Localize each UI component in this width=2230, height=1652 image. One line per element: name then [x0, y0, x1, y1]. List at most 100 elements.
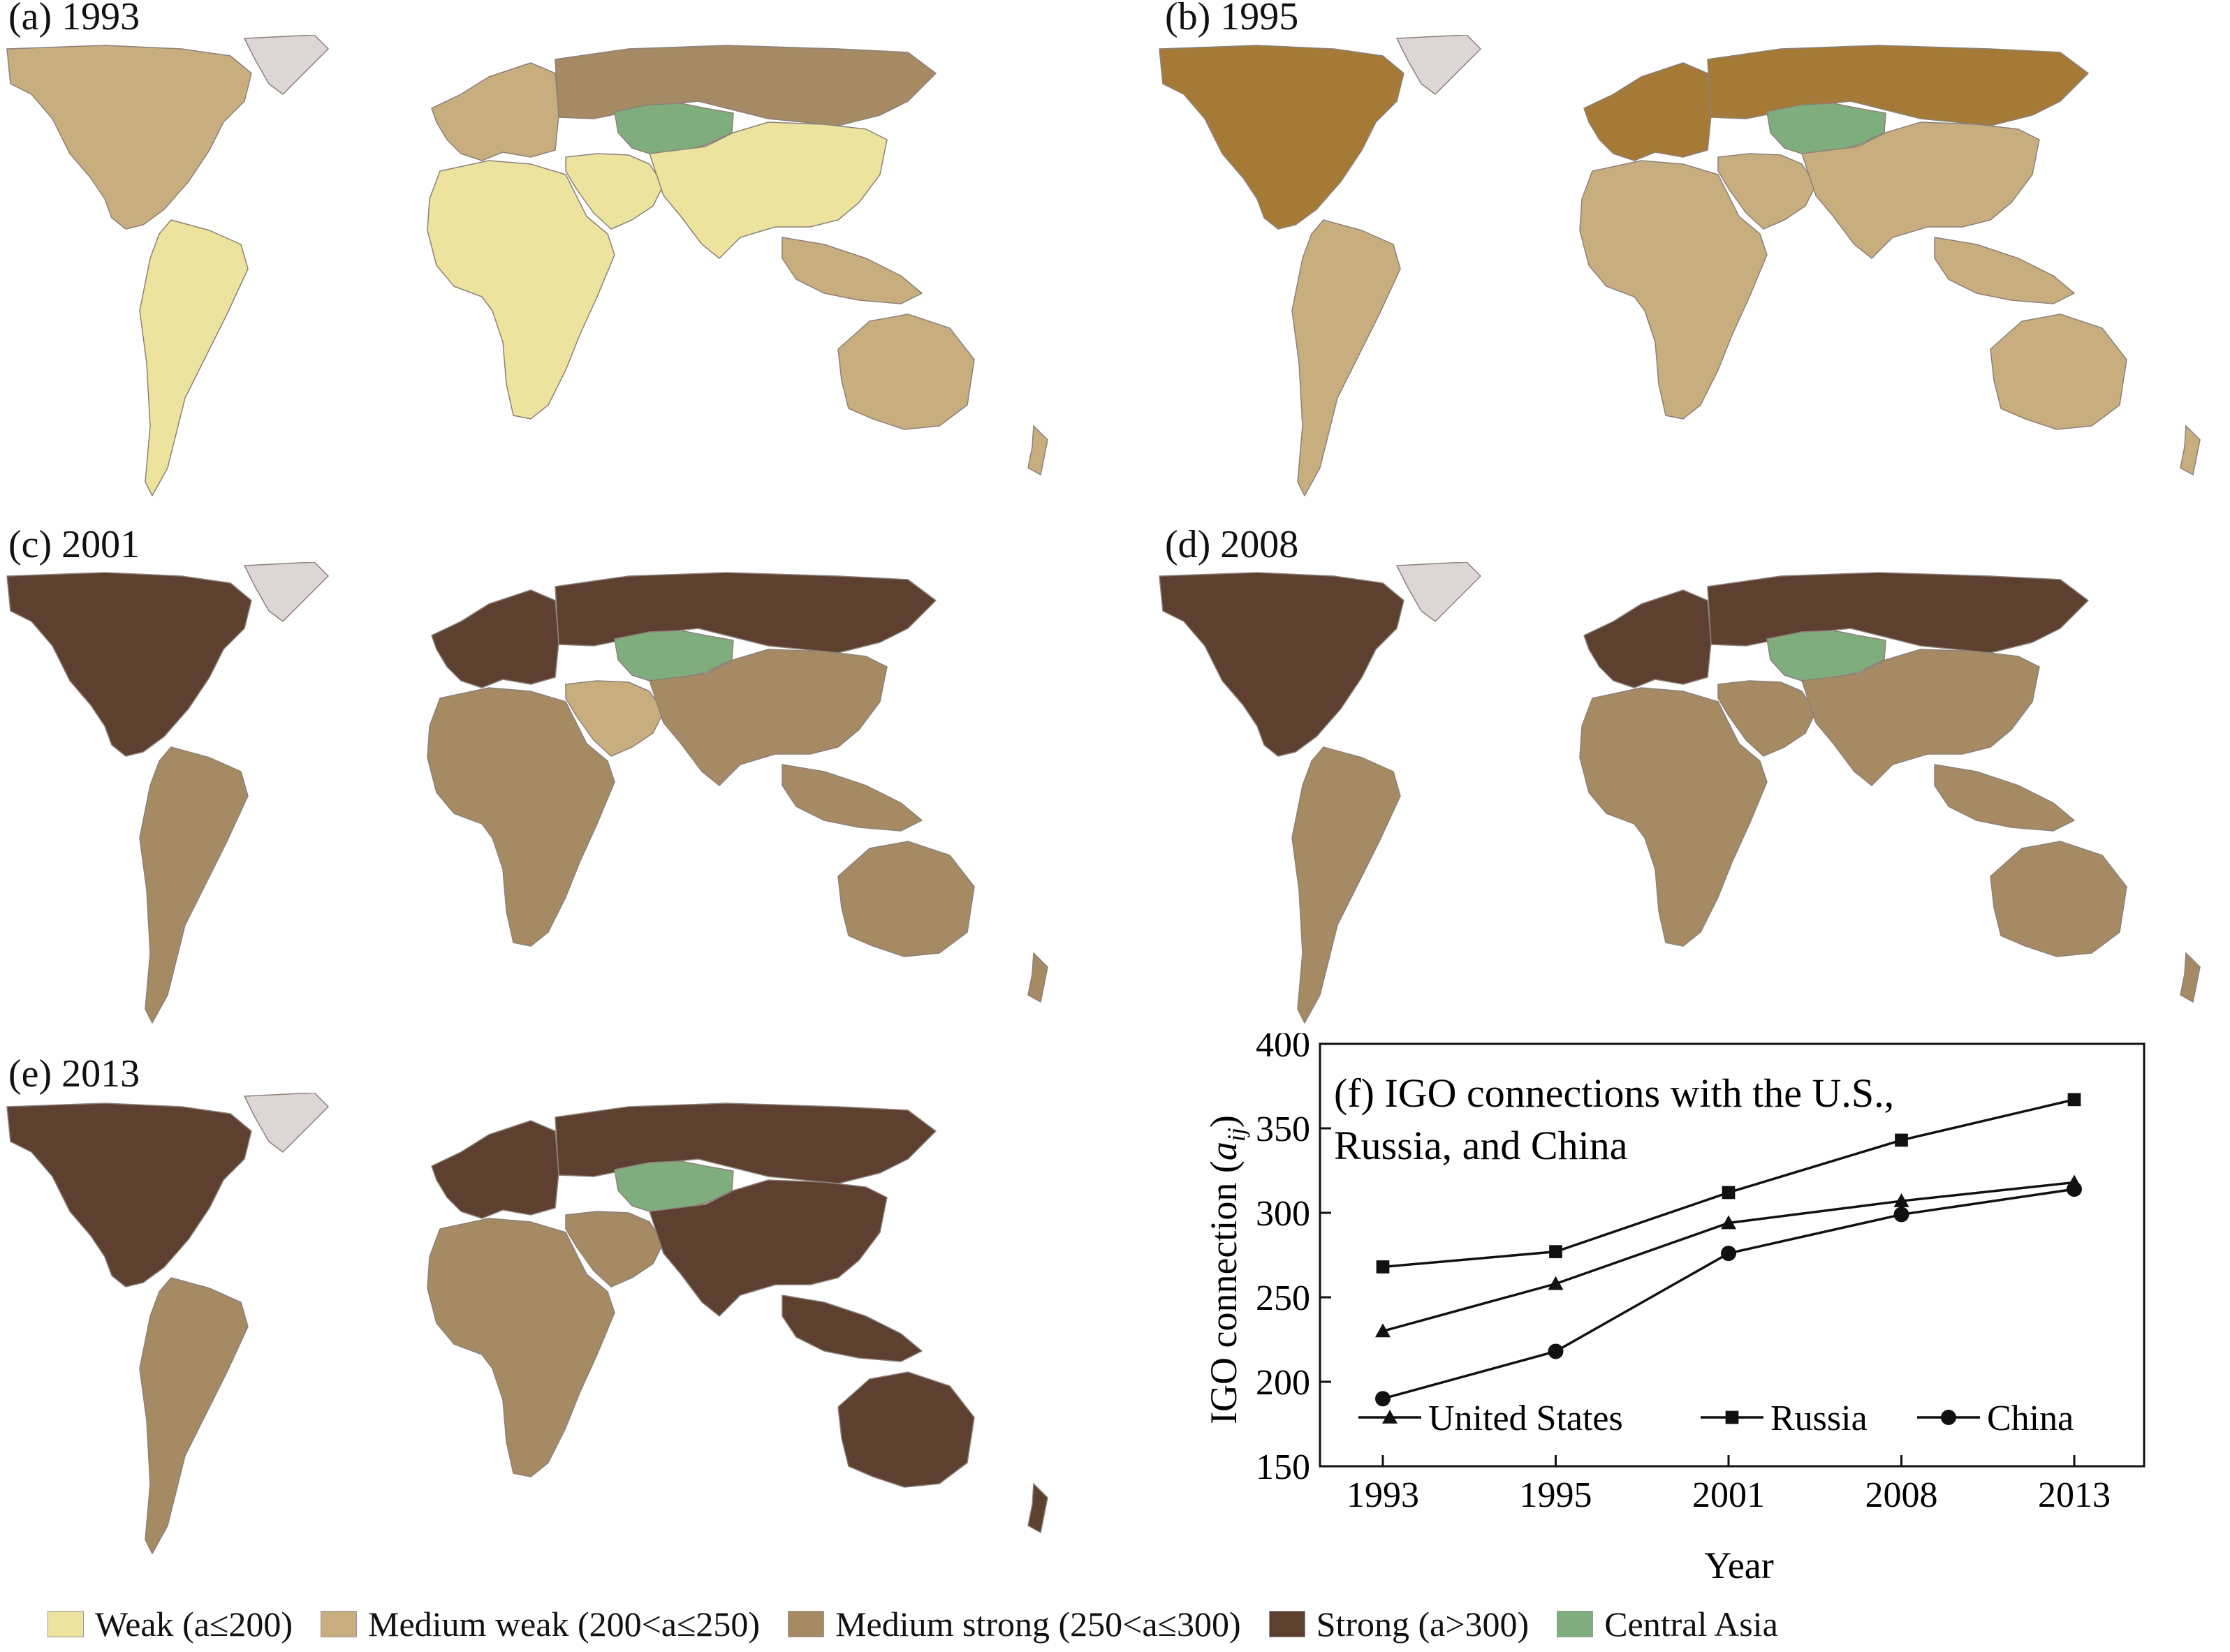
greenland-region [244, 1093, 329, 1153]
middle-east-region [1717, 680, 1817, 757]
new-zealand-region [1027, 1482, 1048, 1534]
greenland-region [1396, 562, 1481, 622]
central-asia-region [614, 103, 734, 154]
south-america-region [1291, 746, 1401, 1024]
asia-region [649, 121, 888, 259]
chart-legend-marker [1941, 1410, 1956, 1425]
data-point-united-states [1375, 1323, 1391, 1338]
central-asia-region [1766, 103, 1886, 154]
europe-region [431, 62, 559, 161]
data-point-china [1721, 1246, 1736, 1262]
southeast-asia-region [782, 764, 923, 832]
y-tick-label: 300 [1256, 1194, 1310, 1234]
middle-east-region [1717, 153, 1817, 230]
southeast-asia-region [782, 237, 923, 304]
legend-swatch [321, 1611, 358, 1637]
legend-swatch [1268, 1611, 1305, 1637]
europe-region [431, 1120, 559, 1219]
russia-region [555, 572, 937, 654]
australia-region [837, 1371, 975, 1488]
legend-label: Medium weak (200<a≤250) [368, 1605, 761, 1644]
africa-region [427, 687, 615, 947]
plot-frame [1319, 1042, 2145, 1468]
igo-connections-chart: (f) IGO connections with the U.S., Russi… [1203, 1033, 2145, 1586]
chart-legend-label: China [1987, 1399, 2074, 1438]
russia-region [1707, 45, 2089, 126]
x-tick-label: 2001 [1692, 1475, 1765, 1515]
australia-region [1990, 841, 2127, 957]
central-asia-region [1766, 630, 1886, 681]
southeast-asia-region [1934, 237, 2075, 304]
legend-label: Strong (a>300) [1316, 1605, 1530, 1644]
new-zealand-region [2180, 952, 2201, 1003]
greenland-region [1396, 35, 1481, 95]
world-map-1995 [1159, 35, 2201, 496]
asia-region [649, 649, 888, 786]
north-america-region [1159, 45, 1404, 230]
russia-region [555, 1102, 937, 1184]
y-tick-label: 350 [1256, 1109, 1310, 1149]
chart-legend-label: United States [1428, 1399, 1623, 1438]
new-zealand-region [1027, 952, 1048, 1003]
y-tick-label: 250 [1256, 1278, 1310, 1318]
north-america-region [1159, 572, 1404, 757]
africa-region [1579, 687, 1768, 947]
legend-label: Weak (a≤200) [95, 1605, 293, 1644]
panel-title: (a) 1993 [8, 0, 140, 38]
x-tick-label: 1995 [1520, 1475, 1592, 1515]
new-zealand-region [2180, 425, 2201, 476]
chart-legend-marker [1382, 1410, 1398, 1424]
legend-item-central-asia: Central Asia [1557, 1604, 1778, 1644]
panel-title: (b) 1995 [1165, 0, 1299, 38]
panel-title: (e) 2013 [8, 1052, 140, 1096]
data-point-china [2067, 1181, 2082, 1197]
australia-region [1990, 314, 2127, 430]
middle-east-region [565, 1211, 664, 1288]
map-legend: Weak (a≤200) Medium weak (200<a≤250) Med… [47, 1603, 1806, 1645]
data-point-russia [1376, 1260, 1390, 1274]
y-tick-label: 150 [1256, 1447, 1310, 1487]
y-tick-label: 200 [1256, 1363, 1310, 1403]
chart-title-line2: Russia, and China [1334, 1123, 1627, 1168]
south-america-region [139, 219, 249, 496]
data-point-united-states [1721, 1215, 1736, 1230]
europe-region [1583, 589, 1712, 688]
asia-region [1801, 649, 2040, 786]
asia-region [649, 1179, 888, 1317]
world-map-2008 [1159, 562, 2201, 1024]
southeast-asia-region [782, 1295, 923, 1362]
south-america-region [139, 746, 249, 1024]
legend-swatch [47, 1611, 84, 1637]
data-point-united-states [1548, 1276, 1564, 1290]
asia-region [1801, 121, 2040, 259]
north-america-region [6, 1102, 252, 1288]
australia-region [837, 841, 975, 957]
x-tick-label: 2008 [1865, 1475, 1938, 1515]
data-point-united-states [1893, 1193, 1909, 1207]
data-point-russia [1895, 1133, 1908, 1147]
data-point-russia [2067, 1093, 2081, 1107]
world-map-2013 [6, 1093, 1048, 1554]
south-america-region [1291, 219, 1401, 496]
legend-label: Central Asia [1604, 1605, 1778, 1644]
data-point-russia [1722, 1186, 1736, 1200]
x-axis-label: Year [1704, 1544, 1774, 1586]
chart-legend-label: Russia [1770, 1399, 1868, 1438]
central-asia-region [614, 630, 734, 681]
southeast-asia-region [1934, 764, 2075, 832]
data-point-russia [1549, 1245, 1562, 1259]
new-zealand-region [1027, 425, 1048, 476]
africa-region [1579, 160, 1768, 420]
panel-title: (c) 2001 [8, 523, 140, 566]
russia-region [1707, 572, 2089, 654]
middle-east-region [565, 680, 664, 757]
world-map-1993 [6, 35, 1048, 496]
data-point-china [1893, 1207, 1909, 1223]
chart-legend-marker [1725, 1410, 1739, 1424]
north-america-region [6, 45, 252, 230]
middle-east-region [565, 153, 664, 230]
panel-title: (d) 2008 [1165, 523, 1299, 566]
australia-region [837, 314, 975, 430]
central-asia-region [614, 1160, 734, 1212]
europe-region [1583, 62, 1712, 161]
